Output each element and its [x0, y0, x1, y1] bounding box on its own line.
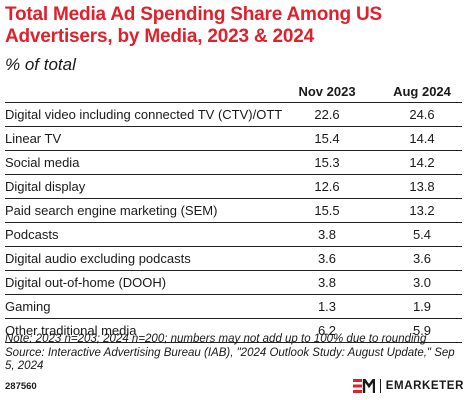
value-nov-2023: 3.6	[317, 251, 337, 266]
table-body: Digital video including connected TV (CT…	[5, 103, 462, 343]
table-row: Digital audio excluding podcasts 3.6 3.6	[5, 247, 462, 271]
row-label: Digital display	[5, 179, 86, 194]
footnotes: Note: 2023 n=203; 2024 n=200; numbers ma…	[5, 333, 465, 374]
value-aug-2024: 14.2	[409, 155, 435, 170]
row-label: Linear TV	[5, 131, 62, 146]
brand-name: EMARKETER	[385, 380, 464, 392]
row-label: Gaming	[5, 299, 51, 314]
value-aug-2024: 24.6	[409, 107, 435, 122]
column-header-aug-2024: Aug 2024	[393, 84, 451, 99]
row-label: Podcasts	[5, 227, 59, 242]
row-label: Digital audio excluding podcasts	[5, 251, 191, 266]
table-row: Digital out-of-home (DOOH) 3.8 3.0	[5, 271, 462, 295]
row-label: Other traditional media	[5, 323, 137, 338]
value-aug-2024: 13.8	[409, 179, 435, 194]
source-text: Source: Interactive Advertising Bureau (…	[5, 346, 455, 373]
row-label: Digital out-of-home (DOOH)	[5, 275, 167, 290]
value-aug-2024: 3.0	[412, 275, 432, 290]
chart-title: Total Media Ad Spending Share Among US A…	[5, 4, 382, 47]
row-label: Paid search engine marketing (SEM)	[5, 203, 218, 218]
column-header-nov-2023: Nov 2023	[298, 84, 356, 99]
chart-id: 287560	[5, 381, 37, 392]
table-row: Gaming 1.3 1.9	[5, 295, 462, 319]
value-aug-2024: 3.6	[412, 251, 432, 266]
row-label: Digital video including connected TV (CT…	[5, 107, 283, 122]
value-nov-2023: 3.8	[317, 227, 337, 242]
data-table: Nov 2023 Aug 2024 Digital video includin…	[5, 80, 462, 343]
table-row: Podcasts 3.8 5.4	[5, 223, 462, 247]
value-nov-2023: 1.3	[317, 299, 337, 314]
brand-divider	[379, 379, 381, 393]
value-aug-2024: 1.9	[412, 299, 432, 314]
table-row: Digital video including connected TV (CT…	[5, 103, 462, 127]
value-nov-2023: 3.8	[317, 275, 337, 290]
row-label: Social media	[5, 155, 80, 170]
value-nov-2023: 15.5	[314, 203, 340, 218]
value-nov-2023: 15.3	[314, 155, 340, 170]
note-text: Note: 2023 n=203; 2024 n=200; numbers ma…	[5, 333, 427, 345]
value-nov-2023: 15.4	[314, 131, 340, 146]
em-logo-icon	[352, 379, 375, 393]
table-row: Social media 15.3 14.2	[5, 151, 462, 175]
value-aug-2024: 13.2	[409, 203, 435, 218]
value-aug-2024: 5.4	[412, 227, 432, 242]
value-aug-2024: 14.4	[409, 131, 435, 146]
brand-logo: EMARKETER	[352, 378, 464, 394]
value-nov-2023: 6.2	[317, 323, 337, 338]
value-nov-2023: 22.6	[314, 107, 340, 122]
chart-subtitle: % of total	[5, 55, 76, 74]
table-row: Other traditional media 6.2 5.9	[5, 319, 462, 343]
table-row: Paid search engine marketing (SEM) 15.5 13…	[5, 199, 462, 223]
table-row: Digital display 12.6 13.8	[5, 175, 462, 199]
table-header: Nov 2023 Aug 2024	[5, 80, 462, 103]
table-row: Linear TV 15.4 14.4	[5, 127, 462, 151]
value-nov-2023: 12.6	[314, 179, 340, 194]
value-aug-2024: 5.9	[412, 323, 432, 338]
